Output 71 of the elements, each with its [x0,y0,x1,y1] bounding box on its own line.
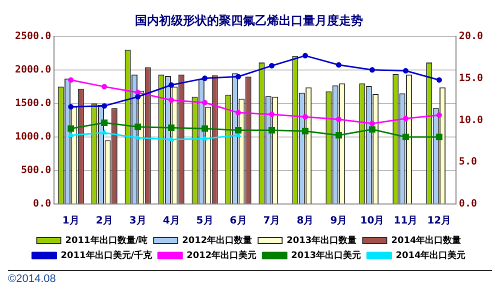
point [236,74,242,80]
point [134,124,142,130]
legend-label: 2013年出口美元 [291,250,362,261]
x-tick-label: 9月 [330,216,348,227]
legend-label: 2012年出口美元 [186,250,257,261]
y-tick-label: 1500.0 [15,98,52,110]
point [436,134,442,140]
legend-label: 2014年出口数量 [391,234,462,246]
x-tick-label: 10月 [360,216,384,227]
point [202,76,208,82]
point [236,110,242,116]
point [402,134,409,140]
point [202,125,208,132]
y-tick-label: 0.0 [33,198,52,210]
point [402,116,408,122]
x-tick-label: 4月 [162,216,180,227]
y2-tick-label: 20.0 [458,30,484,42]
point [368,126,376,133]
point [168,82,174,88]
x-tick-label: 8月 [296,216,314,227]
point [102,84,108,90]
point [302,52,308,58]
point [168,124,175,131]
point [202,100,208,106]
point [168,136,174,142]
point [68,104,74,110]
point [302,128,308,134]
point [101,119,108,126]
x-tick-label: 1月 [62,216,80,227]
point [369,67,375,73]
x-tick-label: 6月 [230,216,247,227]
x-tick-label: 2月 [96,216,113,227]
legend-label: 2011年出口数量/吨 [65,234,148,246]
point [436,112,442,118]
point [369,120,375,126]
y-tick-label: 2500.0 [15,30,52,42]
x-tick-label: 11月 [394,216,418,227]
point [336,116,342,122]
y2-tick-label: 10.0 [458,114,484,126]
chart-title: 国内初级形状的聚四氟乙烯出口量月度走势 [135,13,363,28]
legend-label: 2011年出口美元/千克 [60,250,154,261]
point [135,90,141,96]
point [68,125,74,132]
x-tick-label: 3月 [129,216,146,227]
point [102,103,108,109]
y2-tick-label: 15.0 [458,72,484,84]
x-tick-label: 7月 [263,216,280,227]
point [336,132,342,139]
point [269,112,275,118]
y2-tick-label: 0.0 [458,198,477,210]
point [268,127,275,134]
y-tick-label: 2000.0 [15,64,52,76]
y-tick-label: 500.0 [21,165,52,176]
legend-label: 2013年出口数量 [286,234,357,246]
x-tick-label: 12月 [427,216,452,227]
y2-tick-label: 5.0 [458,156,477,168]
point [135,94,141,100]
y-tick-label: 1000.0 [15,132,52,143]
point [68,77,74,83]
point [168,97,174,103]
point [336,62,342,68]
point [235,127,242,134]
point [402,68,408,74]
legend-label: 2014年出口美元 [396,250,466,261]
text: ©2014.08 [8,273,56,285]
legend-label: 2012年出口数量 [182,234,252,246]
x-tick-label: 5月 [196,216,214,227]
point [302,114,308,120]
point [202,136,208,140]
point [436,77,442,83]
point [269,62,275,68]
